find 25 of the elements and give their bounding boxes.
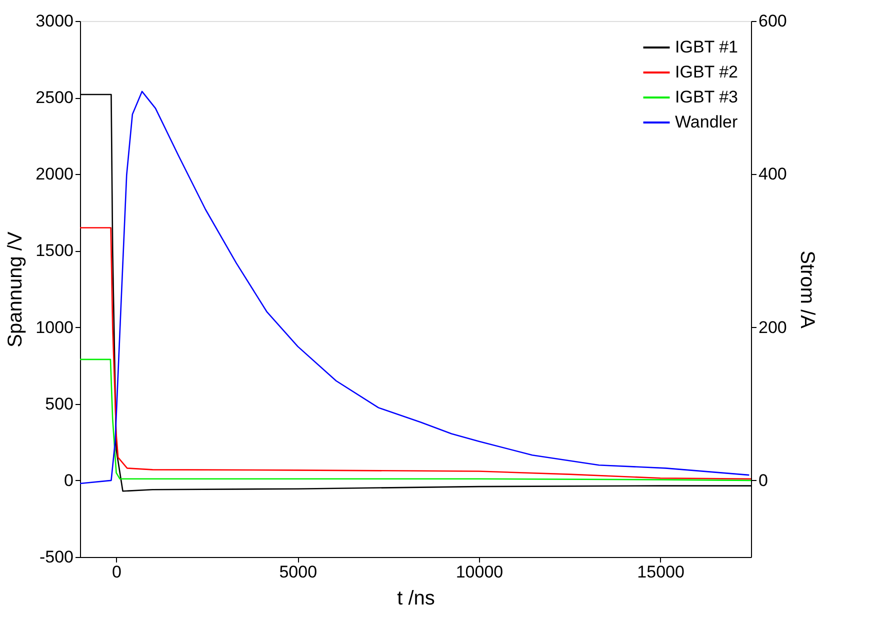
y-tick-label: 1500 (36, 241, 74, 260)
legend-label: IGBT #3 (675, 88, 738, 106)
y-tick-label: -500 (39, 548, 74, 566)
y-axis-title: Spannung /V (4, 231, 27, 348)
x-axis-title: t /ns (397, 588, 435, 610)
x-tick-label: 0 (112, 562, 122, 582)
y2-tick-label: 200 (758, 318, 787, 337)
y-tick-label: 2000 (36, 164, 74, 184)
x-tick-label: 5000 (279, 562, 318, 582)
legend-label: IGBT #1 (675, 38, 738, 56)
legend-label: Wandler (675, 112, 738, 132)
y2-tick-label: 400 (758, 164, 787, 184)
y2-tick-label: 600 (758, 12, 787, 30)
y-tick-label: 2500 (36, 88, 74, 108)
y-tick-label: 500 (45, 394, 74, 414)
y2-axis-title: Strom /A (796, 250, 818, 330)
legend-label: IGBT #2 (675, 62, 738, 82)
y2-tick-label: 0 (758, 470, 768, 490)
x-tick-label: 10000 (456, 562, 504, 582)
x-tick-label: 15000 (637, 562, 684, 582)
y-tick-label: 3000 (36, 12, 74, 30)
y-tick-label: 0 (64, 470, 74, 490)
y-tick-label: 1000 (36, 318, 74, 337)
line-series (80, 358, 751, 482)
line-series (80, 227, 751, 480)
